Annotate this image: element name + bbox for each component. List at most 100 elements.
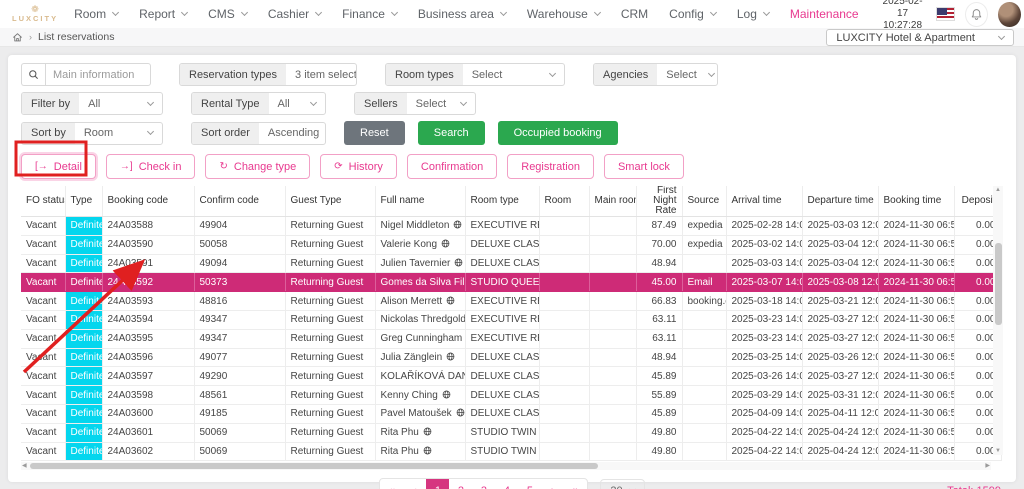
- table-row[interactable]: Vacant Definite 24A03594 49347 Returning Gue…: [21, 310, 1002, 330]
- scroll-right-icon[interactable]: ▶: [985, 463, 990, 470]
- cell-room-type: EXECUTIVE RESIDENCE: [465, 329, 540, 349]
- scroll-left-icon[interactable]: ◀: [22, 463, 27, 470]
- col-header-arrival-time[interactable]: Arrival time: [726, 186, 803, 217]
- nav-item-room[interactable]: Room: [74, 7, 120, 21]
- col-header-room-type[interactable]: Room type: [465, 186, 540, 217]
- page-size-select[interactable]: 20: [600, 479, 645, 489]
- page-5-button[interactable]: 5: [518, 479, 541, 489]
- col-header-booking-time[interactable]: Booking time: [878, 186, 955, 217]
- smart-lock-button[interactable]: Smart lock: [603, 154, 684, 179]
- nav-item-config[interactable]: Config: [669, 7, 717, 21]
- search-button[interactable]: Search: [417, 121, 485, 145]
- rental-type-select[interactable]: Rental Type All: [191, 92, 326, 115]
- vertical-scrollbar[interactable]: ▲ ▼: [993, 186, 1003, 455]
- sellers-value: Select: [415, 97, 447, 110]
- col-header-fo-status[interactable]: FO status: [21, 186, 66, 217]
- page-4-button[interactable]: 4: [495, 479, 518, 489]
- col-header-main-room[interactable]: Main room: [589, 186, 637, 217]
- guest-globe-icon: [456, 409, 464, 417]
- change-type-button[interactable]: ↻ Change type: [205, 154, 311, 179]
- col-header-full-name[interactable]: Full name: [375, 186, 466, 217]
- table-row[interactable]: Vacant Definite 24A03601 50069 Returning Gue…: [21, 423, 1002, 443]
- vertical-scroll-thumb[interactable]: [994, 243, 1002, 325]
- nav-item-cashier[interactable]: Cashier: [268, 7, 323, 21]
- sort-by-value: Room: [83, 127, 114, 139]
- sellers-value-wrap: Select: [407, 93, 475, 114]
- col-header-type[interactable]: Type: [65, 186, 103, 217]
- luxcity-logo[interactable]: ❁ LUXCITY: [12, 5, 58, 23]
- detail-button[interactable]: [→ Detail: [21, 154, 96, 179]
- col-header-guest-type[interactable]: Guest Type: [285, 186, 376, 217]
- horizontal-scrollbar[interactable]: ◀ ▶: [21, 462, 991, 471]
- page-3-button[interactable]: 3: [472, 479, 495, 489]
- reservation-types-filter[interactable]: Reservation types 3 item selected ✕: [179, 63, 357, 86]
- nav-item-cms[interactable]: CMS: [208, 7, 248, 21]
- table-row[interactable]: Vacant Definite 24A03598 48561 Returning Gue…: [21, 385, 1002, 405]
- cell-type: Definite: [65, 404, 103, 424]
- col-header-booking-code[interactable]: Booking code: [102, 186, 195, 217]
- horizontal-scroll-thumb[interactable]: [30, 463, 598, 470]
- cell-booking-code: 24A03592: [102, 272, 195, 293]
- page-1-button[interactable]: 1: [426, 479, 450, 489]
- table-row[interactable]: Vacant Definite 24A03602 50069 Returning Gue…: [21, 442, 1002, 462]
- col-header-room[interactable]: Room: [539, 186, 590, 217]
- agencies-filter[interactable]: Agencies Select: [593, 63, 718, 86]
- search-input[interactable]: [45, 63, 151, 86]
- sellers-select[interactable]: Sellers Select: [354, 92, 476, 115]
- sort-by-value-wrap: Room: [75, 123, 162, 144]
- registration-button[interactable]: Registration: [507, 154, 594, 179]
- cell-confirm-code: 49185: [194, 404, 286, 424]
- table-row[interactable]: Vacant Definite 24A03597 49290 Returning Gue…: [21, 366, 1002, 387]
- col-header-source[interactable]: Source: [682, 186, 727, 217]
- nav-item-finance[interactable]: Finance: [342, 7, 398, 21]
- cell-full-name: Julien Tavernier: [375, 254, 466, 274]
- room-types-filter[interactable]: Room types Select: [385, 63, 565, 86]
- cell-type: Definite: [65, 254, 103, 274]
- table-row[interactable]: Vacant Definite 24A03592 50373 Returning Gue…: [21, 272, 1002, 293]
- us-flag-icon[interactable]: [935, 7, 956, 21]
- page-next-button[interactable]: ›: [541, 479, 564, 489]
- page-prev-button[interactable]: ‹: [403, 479, 426, 489]
- scroll-down-icon[interactable]: ▼: [995, 448, 1001, 454]
- check-in-button[interactable]: →] Check in: [105, 154, 196, 179]
- col-header-first-night-rate[interactable]: First Night Rate: [636, 186, 683, 217]
- col-header-departure-time[interactable]: Departure time: [802, 186, 879, 217]
- page-last-button[interactable]: »: [564, 479, 587, 489]
- scroll-up-icon[interactable]: ▲: [995, 187, 1001, 193]
- reservations-panel: Reservation types 3 item selected ✕ Room…: [8, 55, 1016, 489]
- reset-button[interactable]: Reset: [344, 121, 405, 145]
- user-avatar[interactable]: [998, 1, 1021, 27]
- table-row[interactable]: Vacant Definite 24A03595 49347 Returning Gue…: [21, 329, 1002, 349]
- confirmation-button[interactable]: Confirmation: [406, 154, 498, 179]
- table-row[interactable]: Vacant Definite 24A03596 49077 Returning Gue…: [21, 348, 1002, 368]
- page-2-button[interactable]: 2: [449, 479, 472, 489]
- nav-item-report[interactable]: Report: [139, 7, 189, 21]
- nav-item-maintenance[interactable]: Maintenance: [790, 7, 859, 21]
- table-row[interactable]: Vacant Definite 24A03600 49185 Returning Gue…: [21, 404, 1002, 424]
- table-row[interactable]: Vacant Definite 24A03590 50058 Returning Gue…: [21, 235, 1002, 255]
- cell-type: Definite: [65, 310, 103, 330]
- checkin-icon: →]: [119, 161, 133, 172]
- history-button[interactable]: ⟳ History: [320, 154, 397, 179]
- filter-by-select[interactable]: Filter by All: [21, 92, 163, 115]
- nav-item-business-area[interactable]: Business area: [418, 7, 507, 21]
- property-selector[interactable]: LUXCITY Hotel & Apartment: [826, 29, 1014, 46]
- table-row[interactable]: Vacant Definite 24A03593 48816 Returning Gue…: [21, 291, 1002, 311]
- cell-fo-status: Vacant: [21, 385, 66, 405]
- occupied-booking-button[interactable]: Occupied booking: [497, 121, 618, 145]
- table-row[interactable]: Vacant Definite 24A03588 49904 Returning Gue…: [21, 216, 1002, 236]
- cell-booking-time: 2024-11-30 06:55: [878, 291, 955, 311]
- cell-fo-status: Vacant: [21, 442, 66, 462]
- page-first-button[interactable]: «: [380, 479, 403, 489]
- notifications-button[interactable]: [965, 1, 989, 27]
- nav-item-log[interactable]: Log: [737, 7, 770, 21]
- sort-order-select[interactable]: Sort order Ascending: [191, 121, 326, 145]
- cell-main-room: [589, 442, 637, 462]
- nav-item-crm[interactable]: CRM: [621, 7, 648, 21]
- sort-by-select[interactable]: Sort by Room: [21, 121, 163, 145]
- col-header-confirm-code[interactable]: Confirm code: [194, 186, 286, 217]
- nav-item-warehouse[interactable]: Warehouse: [527, 7, 601, 21]
- home-icon[interactable]: [12, 32, 23, 43]
- cell-fo-status: Vacant: [21, 272, 66, 293]
- table-row[interactable]: Vacant Definite 24A03591 49094 Returning Gue…: [21, 254, 1002, 274]
